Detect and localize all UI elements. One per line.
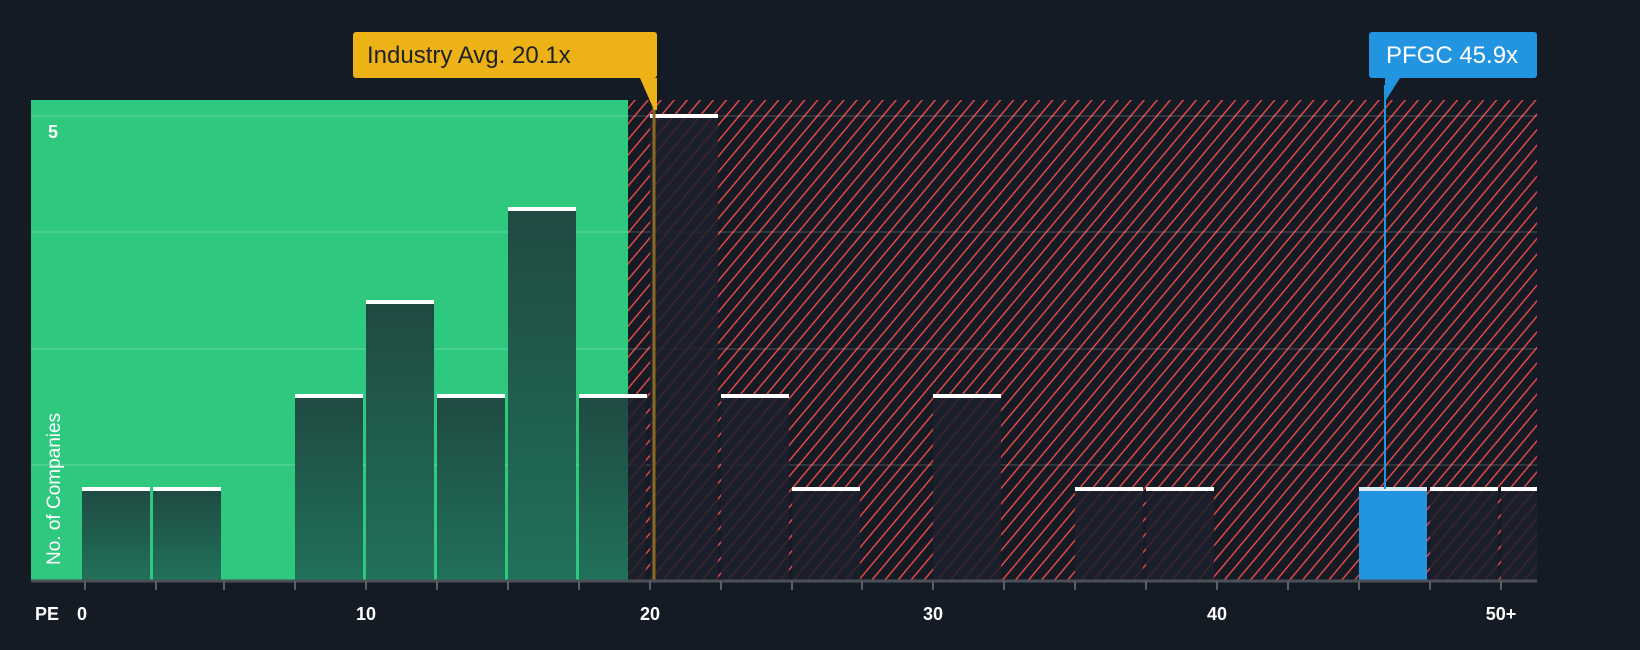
bars-above-average <box>650 116 1537 581</box>
bar[interactable] <box>437 396 505 581</box>
x-tick-30: 30 <box>923 604 943 624</box>
bar[interactable] <box>366 302 434 581</box>
bar[interactable] <box>508 209 576 581</box>
company-bar[interactable] <box>1359 489 1427 581</box>
bar[interactable] <box>628 396 646 581</box>
bar[interactable] <box>1430 489 1498 581</box>
company-pe-label: PFGC 45.9x <box>1386 42 1518 69</box>
x-tick-50-plus: 50+ <box>1486 604 1517 624</box>
y-tick-5: 5 <box>48 122 58 142</box>
x-tick-0: 0 <box>77 604 87 624</box>
bar[interactable] <box>933 396 1001 581</box>
bar[interactable] <box>153 489 221 581</box>
x-tick-20: 20 <box>640 604 660 624</box>
bar[interactable] <box>1075 489 1143 581</box>
bar[interactable] <box>82 489 150 581</box>
bar[interactable] <box>1146 489 1214 581</box>
x-tick-10: 10 <box>356 604 376 624</box>
industry-avg-callout: Industry Avg. 20.1x <box>353 32 657 110</box>
bar[interactable] <box>650 116 718 581</box>
bar[interactable] <box>579 396 628 581</box>
bars-below-average <box>82 209 646 581</box>
bar[interactable] <box>1501 489 1537 581</box>
bar[interactable] <box>295 396 363 581</box>
company-callout: PFGC 45.9x <box>1369 32 1537 100</box>
bar-caps <box>82 114 1537 491</box>
x-axis-ticks <box>84 581 1502 590</box>
industry-avg-label: Industry Avg. 20.1x <box>367 42 571 69</box>
x-tick-40: 40 <box>1207 604 1227 624</box>
y-axis-label: No. of Companies <box>44 413 65 565</box>
bar[interactable] <box>792 489 860 581</box>
x-axis-label: PE <box>35 604 59 624</box>
bar[interactable] <box>721 396 789 581</box>
